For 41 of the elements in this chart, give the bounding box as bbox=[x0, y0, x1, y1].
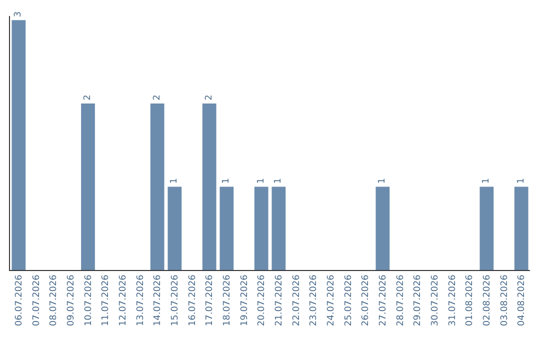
x-tick-label: 25.07.2026 bbox=[344, 274, 354, 326]
data-label: 1 bbox=[516, 178, 526, 184]
data-label: 1 bbox=[222, 178, 232, 184]
x-tick-label: 16.07.2026 bbox=[188, 274, 198, 326]
data-label: 1 bbox=[256, 178, 266, 184]
x-tick-label: 08.07.2026 bbox=[49, 274, 60, 326]
x-tick-label: 10.07.2026 bbox=[84, 274, 94, 326]
x-tick-label: 29.07.2026 bbox=[413, 274, 424, 326]
x-tick-label: 01.08.2026 bbox=[465, 274, 476, 326]
x-tick-label: 03.08.2026 bbox=[500, 274, 510, 326]
x-tick-label: 27.07.2026 bbox=[378, 274, 389, 326]
x-tick-label: 28.07.2026 bbox=[396, 274, 406, 326]
data-label: 1 bbox=[482, 178, 492, 184]
x-tick-label: 20.07.2026 bbox=[257, 274, 268, 326]
data-label: 1 bbox=[274, 178, 284, 184]
x-tick-label: 22.07.2026 bbox=[292, 274, 302, 326]
x-tick-label: 26.07.2026 bbox=[361, 274, 372, 326]
x-tick-label: 02.08.2026 bbox=[482, 274, 493, 326]
x-tick-label: 19.07.2026 bbox=[240, 274, 250, 326]
data-label: 1 bbox=[378, 178, 388, 184]
data-label: 2 bbox=[152, 94, 162, 100]
x-tick-label: 06.07.2026 bbox=[14, 274, 25, 326]
x-tick-label: 21.07.2026 bbox=[274, 274, 285, 326]
data-label: 3 bbox=[14, 11, 24, 18]
x-tick-label: 30.07.2026 bbox=[430, 274, 441, 326]
x-tick-label: 23.07.2026 bbox=[309, 274, 320, 326]
x-tick-label: 13.07.2026 bbox=[136, 274, 146, 326]
x-tick-label: 31.07.2026 bbox=[448, 274, 458, 326]
x-tick-label: 04.08.2026 bbox=[517, 274, 528, 326]
data-label: 2 bbox=[204, 94, 214, 100]
x-tick-label: 18.07.2026 bbox=[222, 274, 233, 326]
x-tick-label: 07.07.2026 bbox=[32, 274, 42, 326]
x-tick-label: 09.07.2026 bbox=[66, 274, 77, 326]
x-tick-label: 15.07.2026 bbox=[170, 274, 181, 326]
x-tick-label: 12.07.2026 bbox=[118, 274, 129, 326]
x-tick-label: 24.07.2026 bbox=[326, 274, 337, 326]
x-tick-label: 14.07.2026 bbox=[153, 274, 164, 326]
data-label: 2 bbox=[83, 94, 93, 100]
data-label: 1 bbox=[170, 178, 180, 184]
x-tick-label: 11.07.2026 bbox=[101, 274, 112, 326]
x-tick-label: 17.07.2026 bbox=[205, 274, 216, 326]
